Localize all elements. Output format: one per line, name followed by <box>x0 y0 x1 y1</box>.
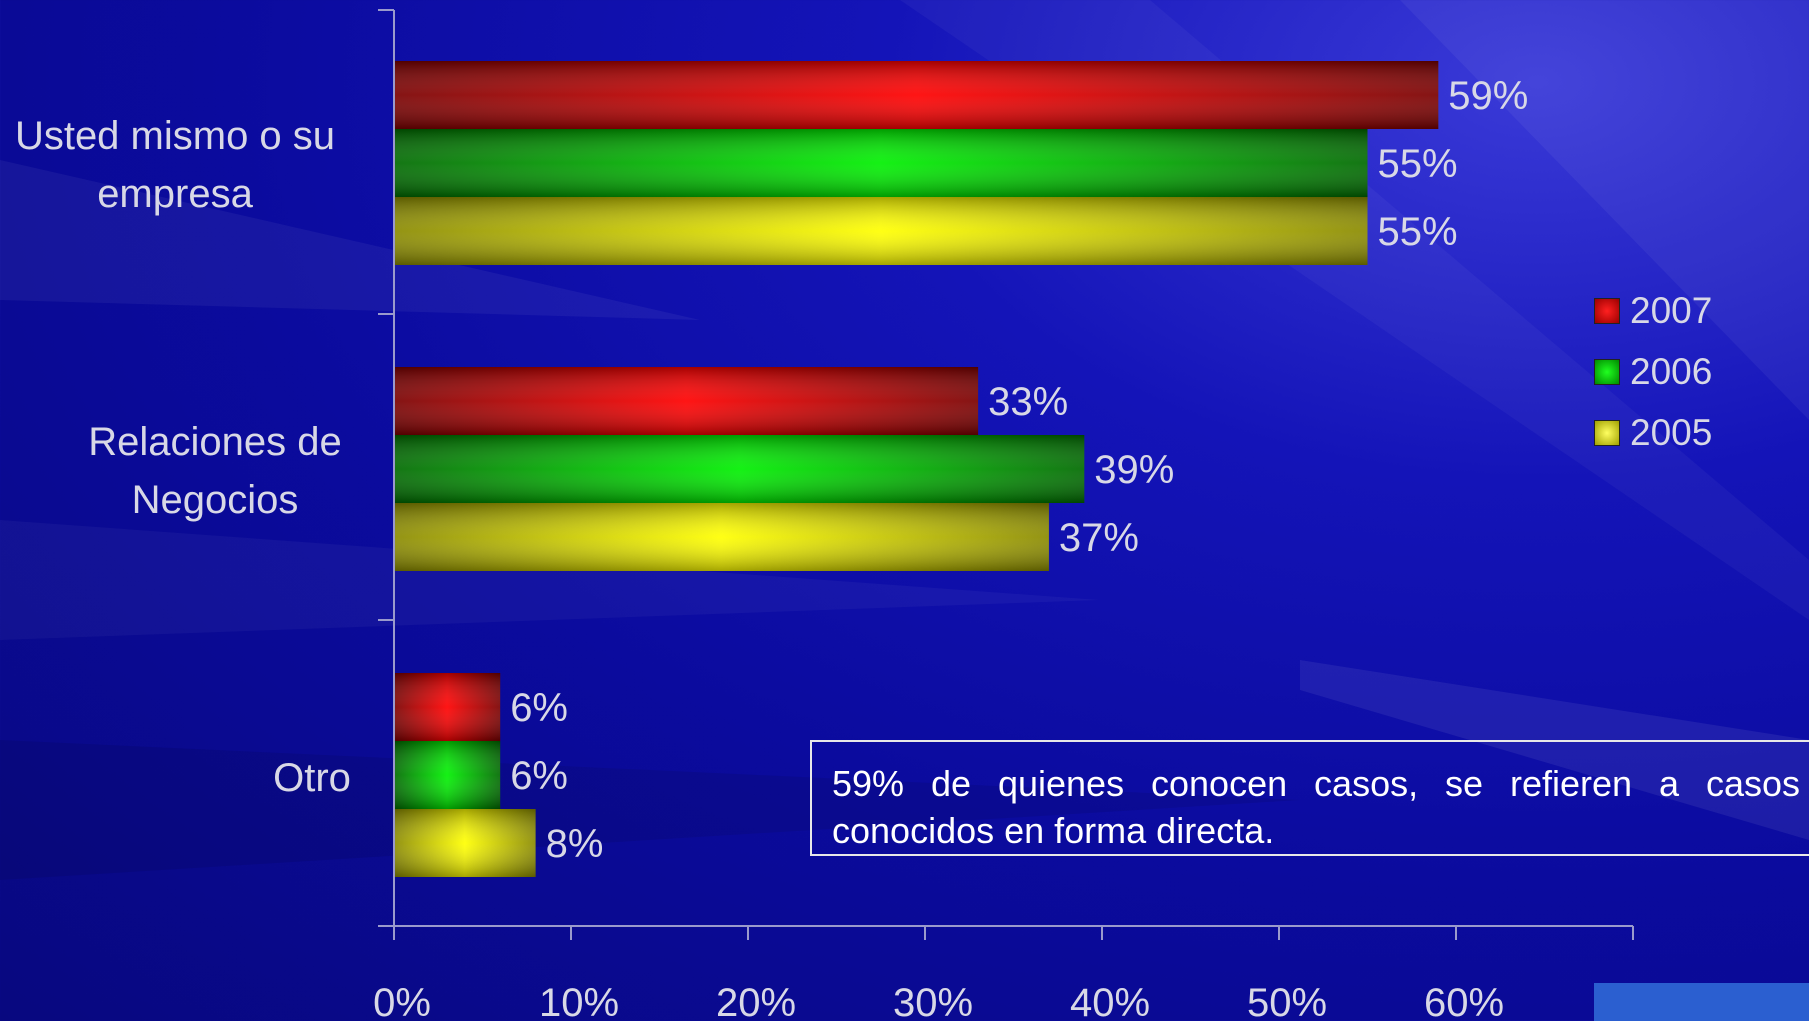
bar-shading-2006-1 <box>394 129 1368 197</box>
category-label-usted: Usted mismo o su empresa <box>0 107 360 223</box>
bar-shading-2005-3 <box>394 809 536 877</box>
legend-item-2005: 2005 <box>1594 402 1712 463</box>
chart-legend: 2007 2006 2005 <box>1594 280 1712 463</box>
category-label-relaciones: Relaciones de Negocios <box>30 413 400 529</box>
x-tick-label: 30% <box>893 981 973 1021</box>
legend-swatch-2006 <box>1594 358 1620 385</box>
legend-swatch-2005 <box>1594 419 1620 446</box>
x-tick-label: 40% <box>1070 981 1150 1021</box>
annotation-note: 59% de quienes conocen casos, se refiere… <box>810 740 1809 856</box>
data-label-2006-3: 6% <box>510 754 568 798</box>
category-label-line: Usted mismo o su <box>14 114 336 158</box>
data-label-2006-1: 55% <box>1378 142 1458 186</box>
legend-label: 2005 <box>1630 411 1713 453</box>
bar-shading-2007-2 <box>394 367 979 435</box>
x-tick-label: 10% <box>539 981 619 1021</box>
bar-shading-2006-2 <box>394 435 1085 503</box>
x-tick-label: 20% <box>716 981 796 1021</box>
category-label-line: Relaciones de <box>88 420 342 464</box>
data-label-2005-3: 8% <box>546 822 604 866</box>
data-label-2007-2: 33% <box>988 380 1068 424</box>
corner-logo-box <box>1594 983 1809 1021</box>
bar-shading-2006-3 <box>394 741 501 809</box>
legend-label: 2006 <box>1630 350 1713 392</box>
data-label-2005-1: 55% <box>1378 210 1458 254</box>
bar-shading-2007-3 <box>394 673 501 741</box>
data-label-2007-1: 59% <box>1448 74 1528 118</box>
bar-shading-2005-1 <box>394 197 1368 265</box>
legend-label: 2007 <box>1630 289 1713 331</box>
data-label-2006-2: 39% <box>1094 448 1174 492</box>
x-tick-label: 60% <box>1424 981 1504 1021</box>
category-label-line: empresa <box>97 172 253 216</box>
legend-item-2006: 2006 <box>1594 341 1712 402</box>
x-tick-label: 50% <box>1247 981 1327 1021</box>
category-label-line: Otro <box>273 756 351 800</box>
category-label-otro: Otro <box>212 749 412 807</box>
data-label-2007-3: 6% <box>510 686 568 730</box>
legend-swatch-2007 <box>1594 297 1620 324</box>
legend-item-2007: 2007 <box>1594 280 1712 341</box>
bar-shading-2005-2 <box>394 503 1049 571</box>
bar-shading-2007-1 <box>394 61 1439 129</box>
x-tick-label: 0% <box>373 981 431 1021</box>
category-label-line: Negocios <box>131 478 299 522</box>
data-label-2005-2: 37% <box>1059 516 1139 560</box>
